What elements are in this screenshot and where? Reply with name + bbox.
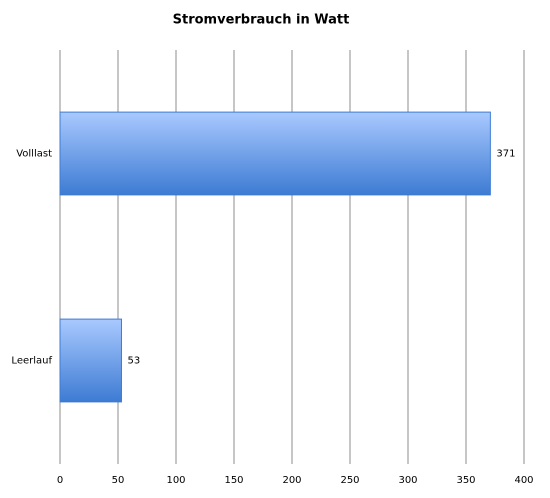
x-tick-label: 350: [456, 475, 475, 486]
value-label: 371: [496, 149, 515, 160]
y-tick-label: Leerlauf: [11, 356, 52, 367]
x-tick-label: 150: [224, 475, 243, 486]
bar: [59, 318, 122, 403]
chart-title: Stromverbrauch in Watt: [173, 13, 350, 28]
bar: [59, 111, 491, 196]
x-tick-label: 250: [340, 475, 359, 486]
x-tick-label: 300: [398, 475, 417, 486]
x-tick-label: 400: [514, 475, 533, 486]
value-label: 53: [127, 356, 140, 367]
x-tick-label: 0: [57, 475, 63, 486]
x-tick-label: 200: [282, 475, 301, 486]
x-tick-label: 100: [166, 475, 185, 486]
x-tick-label: 50: [112, 475, 125, 486]
y-tick-label: Volllast: [16, 149, 52, 160]
